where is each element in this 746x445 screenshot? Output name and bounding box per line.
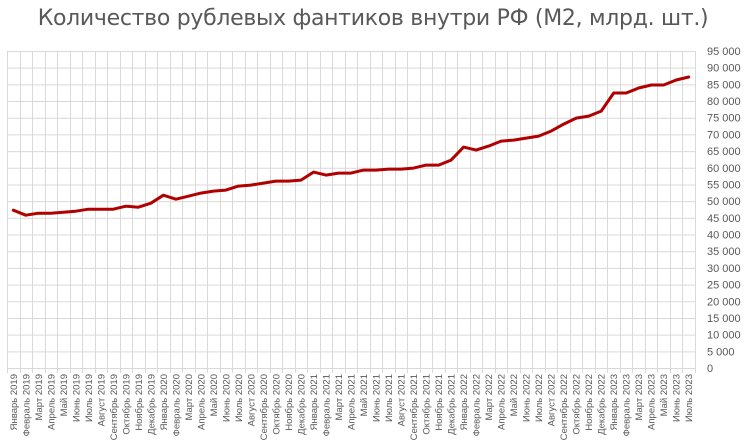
y-tick-label: 70 000 bbox=[707, 129, 741, 141]
x-tick-label: Декабрь 2019 bbox=[146, 374, 157, 435]
m2-series-line bbox=[11, 75, 691, 217]
x-tick-label: Июнь 2022 bbox=[522, 374, 533, 422]
x-tick-label: Июль 2022 bbox=[534, 374, 545, 422]
x-tick-label: Октябрь 2020 bbox=[271, 374, 282, 435]
x-tick-label: Декабрь 2020 bbox=[296, 374, 307, 435]
x-tick-label: Июнь 2021 bbox=[372, 374, 383, 422]
y-tick-label: 10 000 bbox=[707, 330, 741, 342]
y-axis-labels: 0 5 000 10 000 15 000 20 000 25 000 30 000 35 0… bbox=[707, 46, 741, 375]
y-tick-label: 15 000 bbox=[707, 313, 741, 325]
x-tick-label: Ноябрь 2022 bbox=[584, 374, 595, 431]
x-tick-label: Август 2022 bbox=[547, 374, 558, 426]
x-tick-label: Январь 2021 bbox=[309, 374, 320, 430]
y-tick-label: 30 000 bbox=[707, 263, 741, 275]
x-tick-label: Июнь 2023 bbox=[672, 374, 683, 422]
gridlines bbox=[7, 51, 696, 373]
y-tick-label: 85 000 bbox=[707, 79, 741, 91]
x-tick-label: Июль 2020 bbox=[234, 374, 245, 422]
x-tick-label: Март 2019 bbox=[34, 374, 45, 421]
x-tick-label: Март 2020 bbox=[184, 374, 195, 421]
y-tick-label: 25 000 bbox=[707, 280, 741, 292]
x-tick-label: Декабрь 2022 bbox=[597, 374, 608, 435]
x-tick-label: Ноябрь 2021 bbox=[434, 374, 445, 431]
x-tick-label: Ноябрь 2020 bbox=[284, 374, 295, 431]
x-tick-label: Октябрь 2019 bbox=[121, 374, 132, 435]
y-tick-label: 60 000 bbox=[707, 163, 741, 175]
x-tick-label: Июнь 2019 bbox=[71, 374, 82, 422]
x-tick-label: Январь 2019 bbox=[9, 374, 20, 430]
y-tick-label: 45 000 bbox=[707, 213, 741, 225]
x-tick-label: Сентябрь 2021 bbox=[409, 374, 420, 440]
x-tick-label: Февраль 2020 bbox=[171, 374, 182, 436]
x-tick-label: Октябрь 2021 bbox=[422, 374, 433, 435]
x-tick-label: Ноябрь 2019 bbox=[134, 374, 145, 431]
x-tick-label: Июль 2021 bbox=[384, 374, 395, 422]
x-tick-label: Сентябрь 2022 bbox=[559, 374, 570, 440]
x-tick-label: Август 2019 bbox=[96, 374, 107, 426]
x-tick-label: Апрель 2021 bbox=[347, 374, 358, 430]
x-tick-label: Май 2023 bbox=[659, 374, 670, 416]
x-tick-label: Май 2020 bbox=[209, 374, 220, 416]
x-tick-label: Август 2020 bbox=[246, 374, 257, 426]
chart-title: Количество рублевых фантиков внутри РФ (… bbox=[37, 6, 709, 31]
x-tick-label: Июнь 2020 bbox=[221, 374, 232, 422]
x-tick-label: Январь 2022 bbox=[459, 374, 470, 430]
x-tick-label: Март 2022 bbox=[484, 374, 495, 421]
x-tick-label: Январь 2023 bbox=[609, 374, 620, 430]
x-tick-label: Сентябрь 2020 bbox=[259, 374, 270, 440]
x-tick-label: Май 2021 bbox=[359, 374, 370, 416]
x-tick-label: Март 2023 bbox=[634, 374, 645, 421]
x-tick-label: Июль 2019 bbox=[84, 374, 95, 422]
x-tick-label: Апрель 2020 bbox=[196, 374, 207, 430]
y-tick-label: 65 000 bbox=[707, 146, 741, 158]
y-tick-label: 50 000 bbox=[707, 196, 741, 208]
y-tick-label: 0 bbox=[707, 363, 713, 375]
x-tick-label: Февраль 2022 bbox=[472, 374, 483, 436]
y-tick-label: 55 000 bbox=[707, 179, 741, 191]
y-tick-label: 40 000 bbox=[707, 230, 741, 242]
x-tick-label: Август 2021 bbox=[397, 374, 408, 426]
x-tick-label: Сентябрь 2019 bbox=[109, 374, 120, 440]
x-tick-label: Декабрь 2021 bbox=[447, 374, 458, 435]
x-tick-label: Июль 2023 bbox=[684, 374, 695, 422]
x-tick-label: Апрель 2022 bbox=[497, 374, 508, 430]
x-axis-labels: Январь 2019 Февраль 2019 Март 2019 Апрель 2… bbox=[9, 374, 695, 440]
y-tick-label: 90 000 bbox=[707, 63, 741, 75]
y-tick-label: 20 000 bbox=[707, 296, 741, 308]
x-tick-label: Февраль 2023 bbox=[622, 374, 633, 436]
x-tick-label: Февраль 2021 bbox=[321, 374, 332, 436]
x-tick-label: Март 2021 bbox=[334, 374, 345, 421]
x-tick-label: Май 2022 bbox=[509, 374, 520, 416]
x-tick-label: Апрель 2023 bbox=[647, 374, 658, 430]
y-tick-label: 5 000 bbox=[707, 346, 735, 358]
x-tick-label: Апрель 2019 bbox=[46, 374, 57, 430]
x-tick-label: Февраль 2019 bbox=[21, 374, 32, 436]
x-tick-label: Октябрь 2022 bbox=[572, 374, 583, 435]
x-tick-label: Май 2019 bbox=[59, 374, 70, 416]
y-tick-label: 75 000 bbox=[707, 113, 741, 125]
y-tick-label: 80 000 bbox=[707, 96, 741, 108]
y-tick-label: 35 000 bbox=[707, 246, 741, 258]
x-tick-label: Январь 2020 bbox=[159, 374, 170, 430]
y-tick-label: 95 000 bbox=[707, 46, 741, 58]
